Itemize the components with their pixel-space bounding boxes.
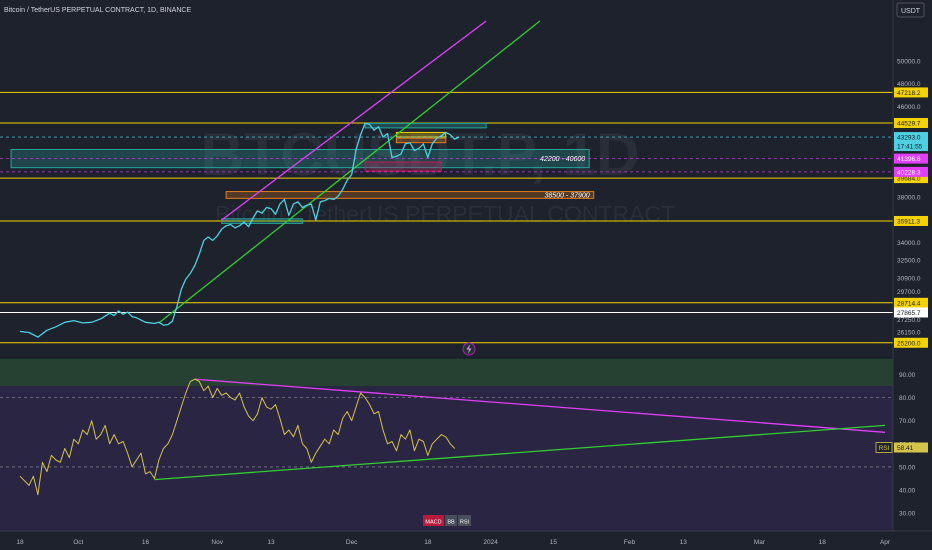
time-tick-label: Mar (754, 539, 766, 546)
rsi-button[interactable]: RSI (458, 515, 471, 526)
current-price-badge (894, 132, 928, 152)
rsi-tick-label: 80.00 (899, 395, 916, 402)
level-badge (894, 297, 928, 308)
time-tick-label: 13 (267, 539, 275, 546)
price-tick-label: 29700.0 (897, 289, 921, 296)
rsi-panel (0, 378, 893, 496)
range-box (395, 131, 447, 138)
mark-badge-label: 40228.3 (897, 169, 921, 176)
rsi-name-label: RSI (879, 445, 890, 452)
price-tick-label: 34000.0 (897, 240, 921, 247)
range-box (395, 137, 447, 144)
level-badge-label: 35911.3 (897, 218, 920, 225)
price-panel: 42200 - 40600 38500 - 37900 (0, 20, 893, 344)
current-price-label: 43293.0 (897, 135, 921, 142)
rsi-value-badge (894, 442, 928, 453)
price-tick-label: 48000.0 (897, 81, 921, 88)
rsi-overbought-band (0, 358, 893, 386)
time-tick-label: Oct (73, 539, 83, 546)
level-badge (894, 215, 928, 226)
zone-label: 38500 - 37900 (545, 192, 590, 199)
price-tick-label: 30900.0 (897, 275, 921, 282)
price-tick-label: 50000.0 (897, 58, 921, 65)
level-badge (894, 87, 928, 98)
macd-button[interactable]: MACD (423, 515, 444, 526)
level-badge (894, 307, 928, 318)
time-axis: 18 Oct 16 Nov 13 Dec 18 2024 15 Feb 13 Mar 18 Apr (16, 539, 891, 546)
indicator-buttons: MACD BB RSI (423, 515, 471, 526)
rsi-tick-label: 70.00 (899, 418, 916, 425)
time-tick-label: 13 (680, 539, 688, 546)
time-tick-label: 16 (142, 539, 150, 546)
rsi-tick-label: 90.00 (899, 372, 916, 379)
rsi-trendline[interactable] (154, 424, 886, 481)
rsi-trendline[interactable] (194, 378, 886, 433)
rsi-value-label: 58.41 (897, 445, 914, 452)
range-box (364, 122, 487, 129)
rsi-tick-label: 40.00 (899, 488, 916, 495)
bb-button[interactable]: BB (445, 515, 457, 526)
currency-label: USDT (901, 8, 921, 15)
level-badge-label: 27865.7 (897, 310, 921, 317)
price-tick-label: 26150.0 (897, 329, 921, 336)
currency-button[interactable]: USDT (896, 2, 925, 18)
time-tick-label: 18 (424, 539, 432, 546)
countdown-label: 17:41:55 (897, 144, 923, 151)
level-badge-label: 39684.0 (897, 176, 921, 183)
level-badge-label: 44529.7 (897, 120, 921, 127)
chart-title: Bitcoin / TetherUS PERPETUAL CONTRACT, 1… (4, 7, 191, 14)
range-box (221, 218, 303, 224)
rsi-panel-background (0, 358, 893, 531)
level-badge (894, 117, 928, 128)
rsi-tick-label: 30.00 (899, 511, 916, 518)
time-tick-label: Apr (880, 539, 891, 546)
rsi-series[interactable] (19, 378, 456, 496)
time-tick-label: Nov (211, 539, 223, 546)
time-tick-label: Feb (624, 539, 636, 546)
macd-label: MACD (425, 520, 441, 526)
price-tick-label: 38000.0 (897, 195, 921, 202)
price-axis: 50000.048000.046000.043293.038000.036000… (875, 58, 928, 518)
time-tick-label: 18 (16, 539, 24, 546)
trendline[interactable] (158, 20, 541, 324)
zone-label: 42200 - 40600 (540, 156, 585, 163)
level-badge (894, 337, 928, 348)
time-axis-background[interactable] (0, 531, 932, 550)
time-tick-label: Dec (346, 539, 358, 546)
level-badge (894, 173, 928, 184)
price-series[interactable] (19, 122, 460, 338)
mark-badge-label: 41396.6 (897, 156, 921, 163)
trendline[interactable] (221, 20, 487, 221)
level-badge-label: 47218.2 (897, 90, 921, 97)
time-tick-label: 15 (550, 539, 558, 546)
range-box (364, 161, 442, 172)
rsi-tick-label: 50.00 (899, 464, 916, 471)
mark-badge (894, 153, 928, 164)
rsi-button-label: RSI (460, 520, 470, 526)
rsi-name-badge (875, 442, 893, 453)
level-badge-label: 25200.0 (897, 340, 921, 347)
bb-label: BB (447, 520, 455, 526)
watermark-name: Bitcoin / TetherUS PERPETUAL CONTRACT (215, 201, 675, 227)
level-badge-label: 28714.4 (897, 300, 921, 307)
price-tick-label: 27250.0 (897, 317, 921, 324)
price-tick-label: 32500.0 (897, 257, 921, 264)
mark-badge (894, 166, 928, 177)
time-tick-label: 18 (819, 539, 827, 546)
zone-box (225, 191, 595, 199)
lightning-icon[interactable] (462, 342, 476, 356)
time-tick-label: 2024 (483, 539, 498, 546)
price-tick-label: 46000.0 (897, 104, 921, 111)
